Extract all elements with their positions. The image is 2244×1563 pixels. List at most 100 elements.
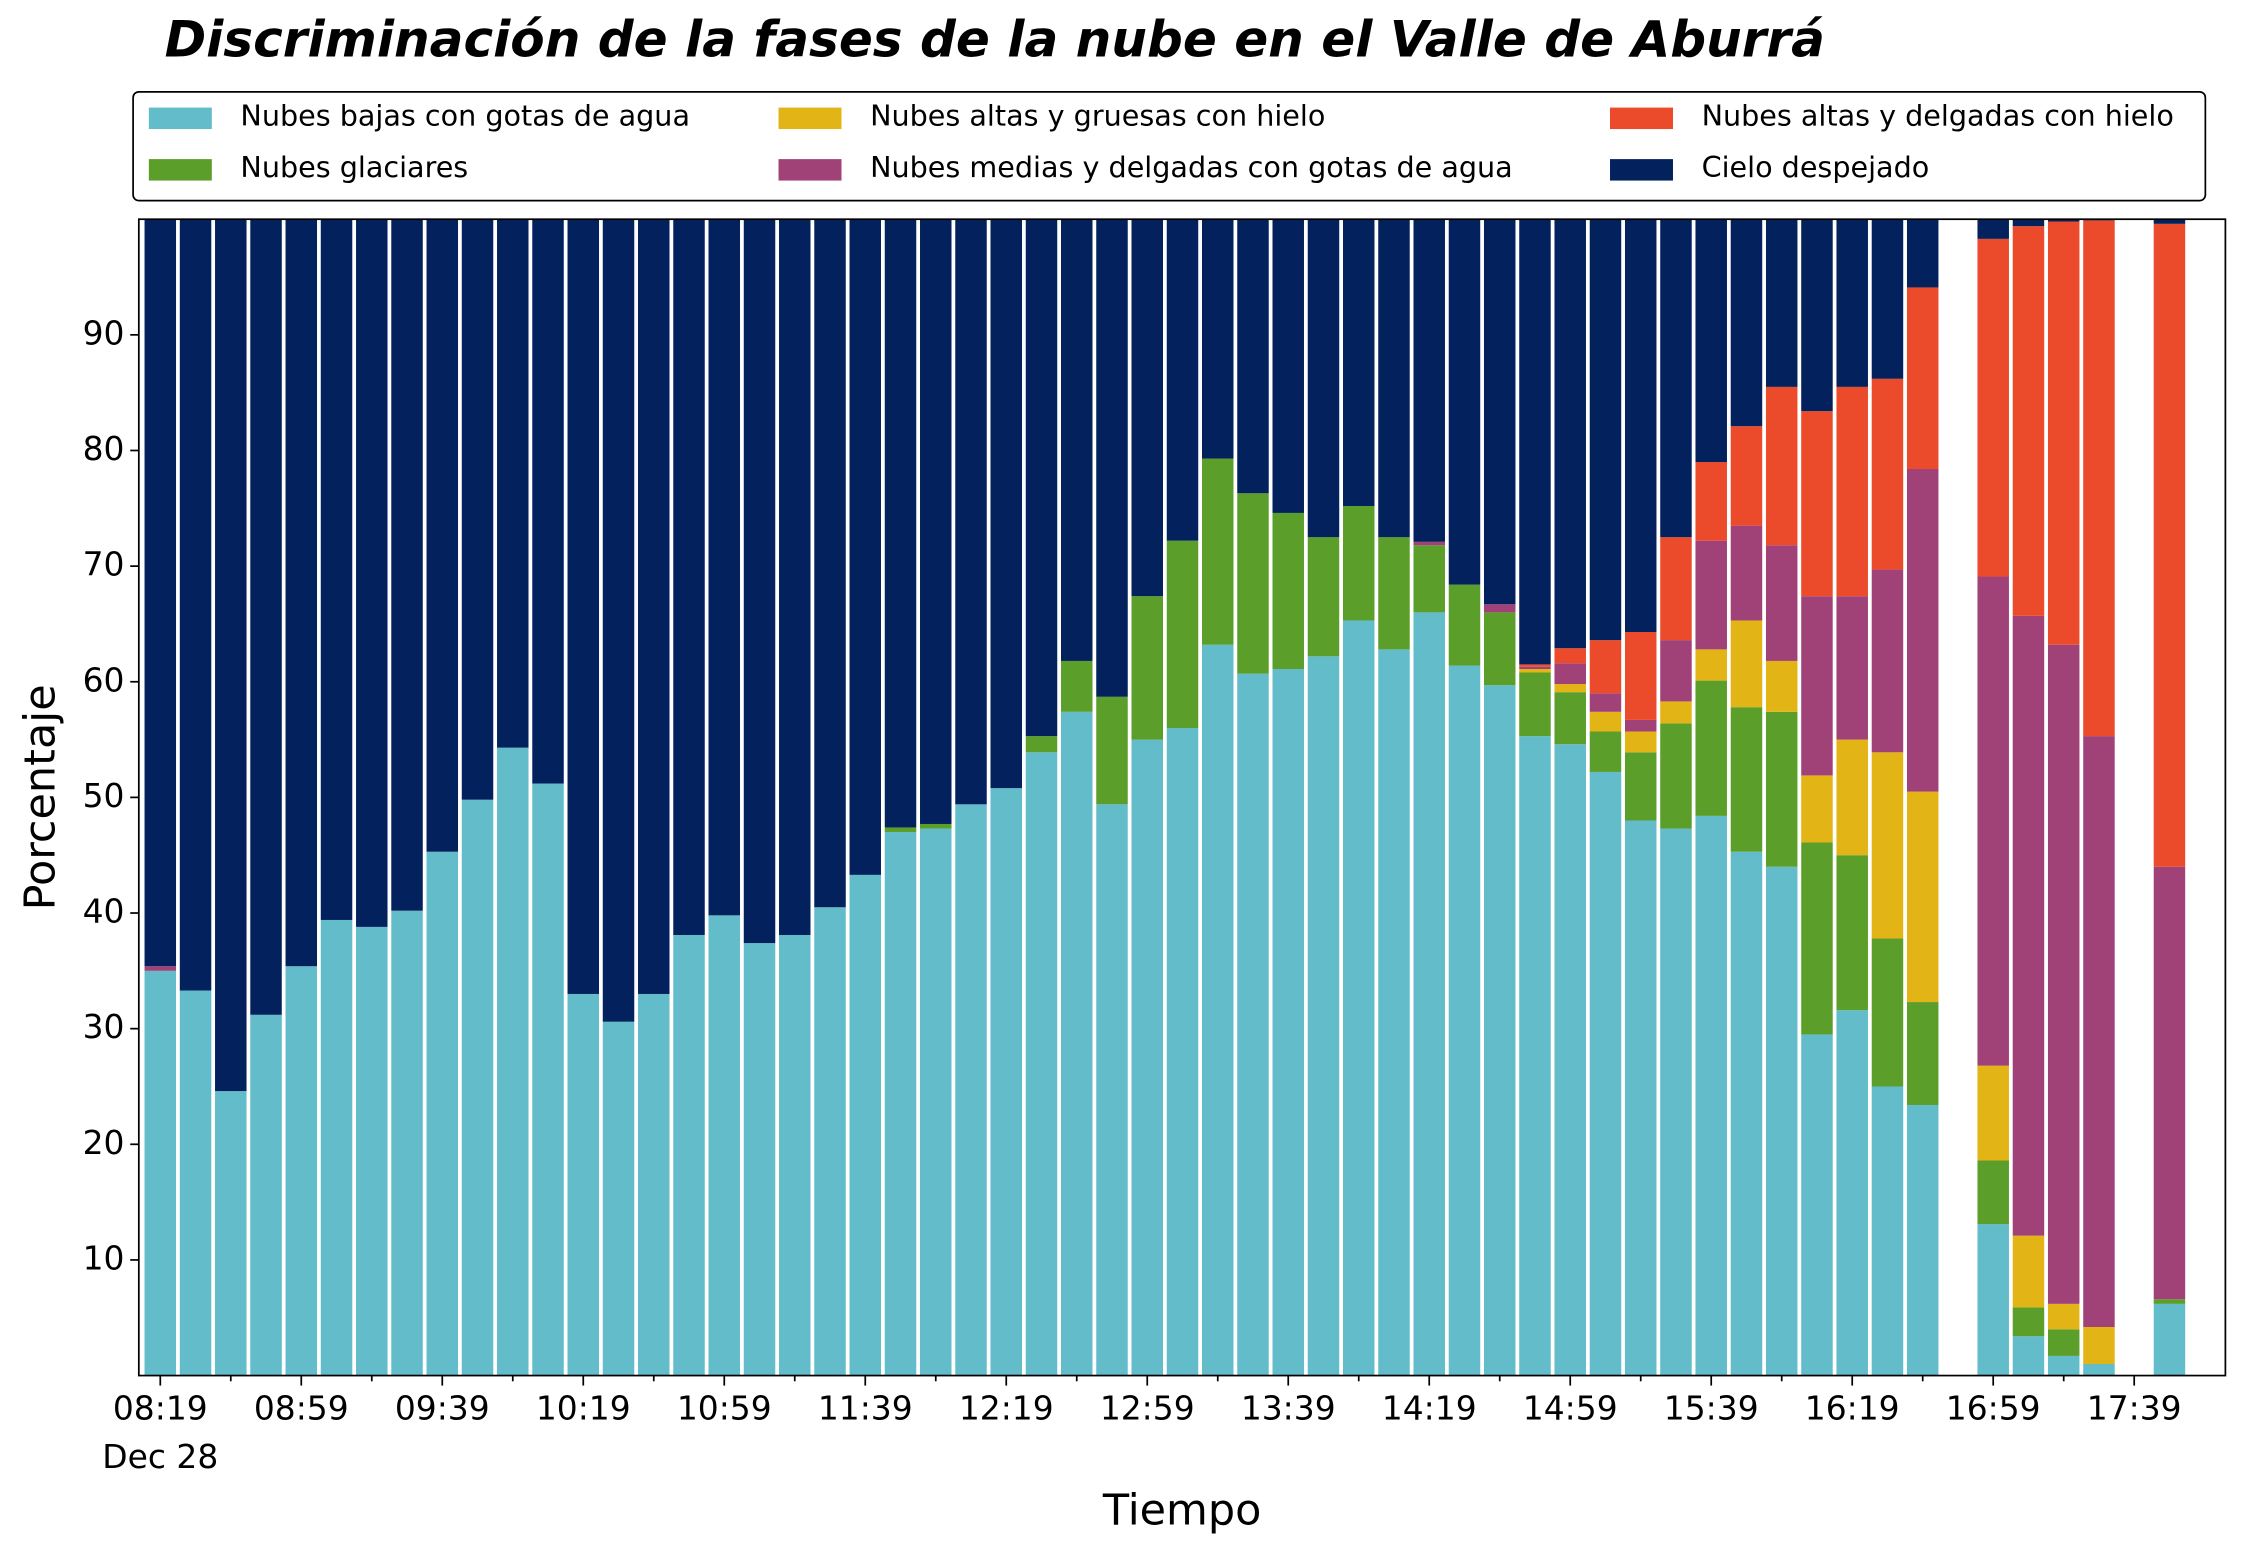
bar-segment [1413, 545, 1445, 613]
bar-segment [1448, 219, 1481, 585]
bar-segment [1061, 660, 1093, 712]
bar-segment [884, 827, 917, 833]
legend-label: Nubes bajas con gotas de agua [240, 99, 690, 133]
bar-segment [884, 832, 917, 1376]
bar-segment [1624, 632, 1657, 720]
bar-segment [215, 219, 247, 1092]
bar-segment [2047, 221, 2080, 645]
bar-segment [320, 219, 353, 920]
bar-segment [673, 219, 705, 935]
bar-segment [1660, 701, 1692, 724]
x-tick-label: 11:39 [818, 1388, 913, 1427]
bar-segment [1201, 458, 1234, 645]
bar-segment [743, 943, 776, 1376]
bar-segment [1166, 540, 1199, 729]
y-tick-label: 50 [83, 776, 125, 815]
bar-segment [1730, 851, 1763, 1376]
legend-swatch [148, 159, 212, 181]
x-sublabel: Dec 28 [102, 1437, 218, 1476]
bar-segment [1096, 219, 1128, 697]
bar-segment [1730, 620, 1763, 708]
bar-segment [814, 907, 846, 1376]
bar-segment [1871, 1086, 1904, 1376]
bar-segment [144, 219, 177, 967]
bar-segment [1730, 707, 1763, 852]
bar-segment [1483, 219, 1516, 605]
bar-segment [1025, 219, 1058, 737]
bar-segment [1519, 666, 1551, 670]
bar-segment [638, 219, 670, 994]
bar-segment [1096, 696, 1128, 805]
legend-swatch [1610, 107, 1673, 130]
x-tick-label: 13:39 [1241, 1388, 1336, 1427]
bar-segment [1801, 219, 1833, 412]
bar-segment [285, 219, 318, 967]
x-tick-label: 16:59 [1946, 1388, 2041, 1427]
bar-segment [2047, 1329, 2080, 1356]
bar-segment [1166, 219, 1199, 541]
bar-segment [1483, 685, 1516, 1376]
bar-segment [1131, 219, 1163, 597]
bar-segment [532, 783, 564, 1376]
bar-segment [602, 1021, 635, 1376]
bar-segment [1589, 693, 1622, 712]
bar-segment [250, 1014, 282, 1376]
bar-segment [1977, 1160, 2009, 1225]
bar-segment [1765, 660, 1798, 712]
bar-segment [1624, 820, 1657, 1376]
bar-segment [1589, 711, 1622, 732]
bar-segment [1166, 728, 1199, 1376]
bar-segment [2012, 219, 2045, 227]
bar-segment [1624, 731, 1657, 753]
bar-segment [990, 219, 1022, 789]
bar-segment [920, 823, 952, 829]
bar-segment [2153, 866, 2186, 1300]
x-tick-label: 15:39 [1664, 1388, 1759, 1427]
bar-segment [1906, 219, 1939, 288]
bar-segment [1307, 537, 1340, 657]
bar-segment [1272, 219, 1304, 513]
bar-segment [391, 910, 423, 1376]
bar-segment [2083, 220, 2115, 737]
bar-segment [1624, 719, 1657, 732]
legend-swatch [778, 159, 842, 181]
bar-segment [1554, 648, 1586, 664]
bar-segment [1765, 711, 1798, 867]
bar-segment [250, 219, 282, 1015]
bar-segment [1836, 1010, 1868, 1376]
bar-segment [1413, 612, 1445, 1376]
chart-title: Discriminación de la fases de la nube en… [165, 11, 1825, 69]
bar-segment [1977, 238, 2009, 577]
bar-segment [1801, 775, 1833, 843]
bar-segment [779, 219, 811, 935]
bar-segment [1730, 426, 1763, 526]
x-tick-label: 14:19 [1382, 1388, 1477, 1427]
bar-segment [1061, 711, 1093, 1376]
y-tick-label: 40 [83, 892, 125, 931]
bar-segment [1836, 219, 1868, 387]
bar-segment [1272, 669, 1304, 1376]
x-tick-label: 09:39 [395, 1388, 490, 1427]
bar-segment [1695, 462, 1727, 541]
bar-segment [461, 219, 494, 800]
bar-segment [2153, 223, 2186, 867]
x-tick-label: 08:19 [113, 1388, 208, 1427]
bar-segment [1801, 1034, 1833, 1376]
y-axis-label: Porcentaje [15, 684, 65, 910]
bar-segment [1871, 938, 1904, 1087]
bar-segment [2153, 219, 2186, 224]
bar-segment [1660, 640, 1692, 702]
bar-segment [1483, 604, 1516, 613]
legend-swatch [148, 107, 212, 130]
legend-box [132, 90, 2207, 202]
bar-segment [1519, 219, 1551, 665]
bar-segment [144, 970, 177, 1376]
bar-segment [1660, 828, 1692, 1376]
y-tick-label: 30 [83, 1007, 125, 1046]
bar-segment [849, 874, 881, 1376]
bar-segment [1061, 219, 1093, 661]
bar-segment [1871, 378, 1904, 570]
legend-label: Nubes altas y gruesas con hielo [870, 99, 1325, 133]
bar-segment [1096, 804, 1128, 1376]
bar-segment [497, 219, 529, 748]
